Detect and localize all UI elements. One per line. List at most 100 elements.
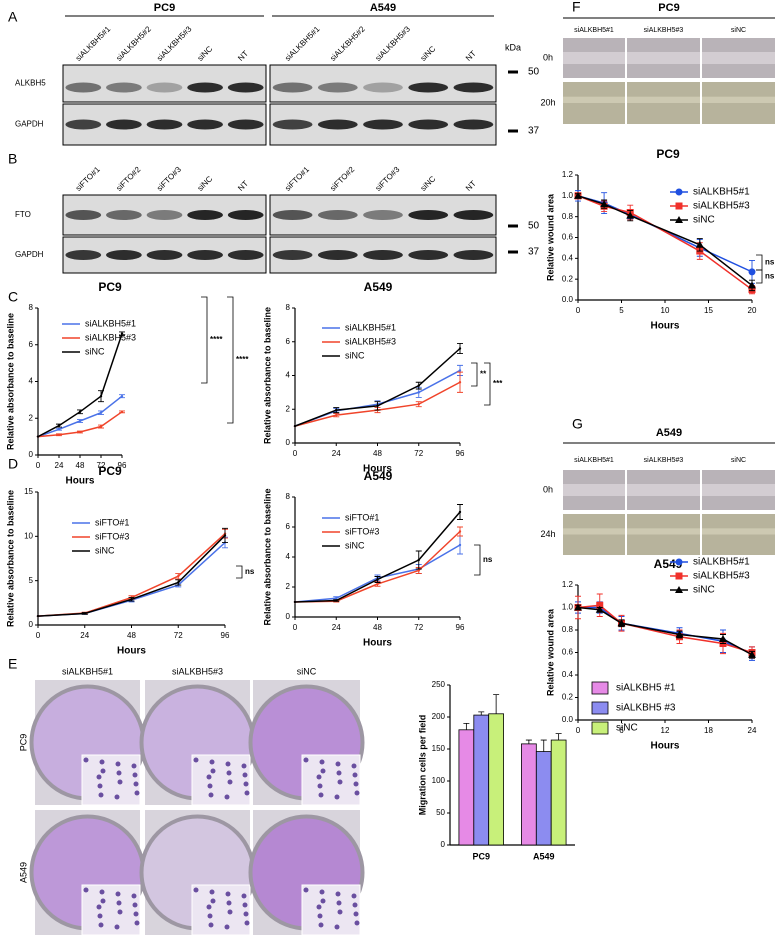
data-point <box>293 424 297 428</box>
blot-band <box>272 210 313 220</box>
data-point <box>376 578 379 581</box>
blot-band <box>187 250 223 260</box>
significance-bracket <box>201 296 208 384</box>
cell <box>133 781 139 787</box>
cell <box>193 887 199 893</box>
y-tick-label: 0.6 <box>562 233 574 242</box>
bar <box>488 713 504 846</box>
data-point <box>223 534 227 537</box>
cell <box>98 792 104 798</box>
y-axis-label: Relative absorbance to baseline <box>5 490 15 627</box>
cell <box>352 902 358 908</box>
blot-band <box>187 210 223 220</box>
cell <box>132 902 138 908</box>
x-tick-label: 24 <box>80 631 89 640</box>
cell <box>318 922 324 928</box>
blot-band <box>187 119 223 130</box>
blot-band <box>408 82 449 93</box>
y-tick-label: 4 <box>29 377 34 386</box>
y-tick-label: 0.6 <box>562 648 574 657</box>
significance-bracket <box>474 544 481 576</box>
panel-label: E <box>8 656 17 672</box>
cell <box>99 759 105 765</box>
blot-band <box>317 82 358 93</box>
bar <box>521 743 537 846</box>
significance-label: *** <box>493 379 503 388</box>
legend-label: siFTO#3 <box>95 531 129 541</box>
lane-label: siALKBH5#1 <box>283 24 322 63</box>
cell <box>354 790 360 796</box>
bar <box>458 729 475 846</box>
cell <box>226 770 232 776</box>
y-tick-label: 0 <box>286 612 291 621</box>
y-tick-label: 0.0 <box>562 295 574 304</box>
blot-band <box>65 82 102 93</box>
cell <box>242 772 248 778</box>
lane-label: siNC <box>196 174 215 193</box>
legend-label: siALKBH5#1 <box>693 187 750 198</box>
cell <box>97 783 103 789</box>
x-tick-label: 96 <box>118 461 127 470</box>
cell <box>117 909 123 915</box>
cell <box>114 794 120 800</box>
y-tick-label: 0.2 <box>562 693 574 702</box>
data-point <box>574 603 582 611</box>
cell <box>131 893 137 899</box>
cell <box>317 783 323 789</box>
cell <box>316 904 322 910</box>
data-point <box>595 605 604 613</box>
x-tick-label: PC9 <box>472 851 490 861</box>
series-line <box>577 606 753 656</box>
cell <box>117 779 123 785</box>
cell <box>351 893 357 899</box>
cell <box>337 909 343 915</box>
data-point <box>376 582 379 586</box>
error-bar <box>493 694 500 714</box>
marker-label: 37 <box>528 247 540 258</box>
legend-label: siFTO#3 <box>345 526 379 536</box>
y-tick-label: 4 <box>286 371 291 380</box>
significance-label: ns <box>765 258 775 267</box>
data-point <box>335 597 338 600</box>
cell <box>320 768 326 774</box>
panel-label: G <box>572 416 583 432</box>
data-point <box>675 216 683 223</box>
x-tick-label: 0 <box>36 461 41 470</box>
blot-band <box>106 210 142 220</box>
x-axis-label: Hours <box>651 321 680 332</box>
cell <box>303 757 309 763</box>
y-tick-label: 0.4 <box>562 253 574 262</box>
chart-title: A549 <box>654 557 683 571</box>
data-point <box>600 200 609 208</box>
blot-band <box>317 119 358 130</box>
data-point <box>617 619 626 627</box>
y-tick-label: 1.2 <box>562 170 574 179</box>
legend-label: siALKBH5#1 <box>345 322 396 332</box>
cell <box>334 924 340 930</box>
x-axis-label: Hours <box>651 741 680 752</box>
marker-label: 50 <box>528 67 540 78</box>
inset-image <box>81 754 141 806</box>
data-point <box>458 510 462 514</box>
x-axis-label: Hours <box>363 464 392 475</box>
x-tick-label: 0 <box>293 449 298 458</box>
wound-gap <box>563 96 625 103</box>
data-point <box>748 268 756 276</box>
y-tick-label: 0.8 <box>562 212 574 221</box>
blot-band <box>187 82 223 93</box>
blot-box <box>269 64 497 103</box>
cell <box>225 761 231 767</box>
series-line <box>294 369 461 427</box>
y-tick-label: 8 <box>286 303 291 312</box>
lane-label: siALKBH5#2 <box>328 24 367 63</box>
x-tick-label: 24 <box>332 623 341 632</box>
legend-swatch <box>591 721 609 735</box>
cell <box>83 887 89 893</box>
cell <box>225 891 231 897</box>
series-line <box>37 541 226 617</box>
wound-gap <box>702 96 775 103</box>
data-point <box>748 281 756 289</box>
data-point <box>293 600 297 604</box>
y-tick-label: 1.0 <box>562 603 574 612</box>
legend-label: siFTO#1 <box>95 517 129 527</box>
